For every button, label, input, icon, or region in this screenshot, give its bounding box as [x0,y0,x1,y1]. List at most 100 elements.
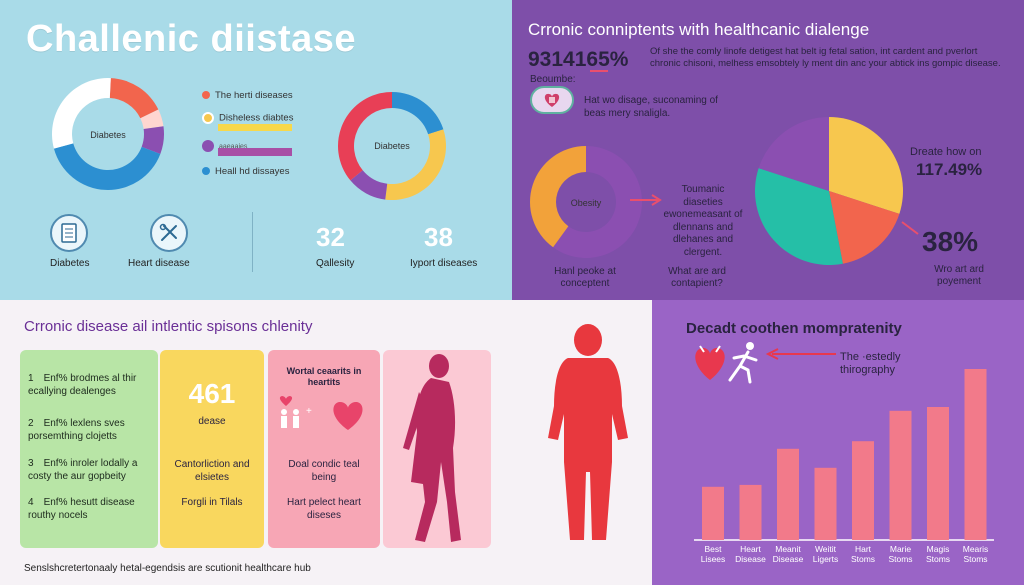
standing-person-silhouette-icon [548,324,628,540]
bar-5 [852,441,874,540]
list-item-2: 2 Enf% lexlens sves porsemthing clojetts [28,418,125,442]
bar-chart-category-labels: BestLiseesHeartDiseaseMeanitDiseaseWeiti… [701,544,989,564]
donut2-slice-4 [338,92,392,181]
bar-chart-bars [702,369,987,540]
left-caption: Hanl peoke at conceptent [554,266,616,289]
sub-arrow-icon [590,70,608,72]
pie4-slice-4 [758,117,829,191]
heart-description: Hat wo disage, suconaming of beas mery s… [584,95,718,119]
pointer-arrow-icon [901,221,919,235]
bar-label-8-line-2: Stoms [963,554,987,564]
pie4-slice-1 [829,117,903,214]
card-heart-info [268,350,380,548]
donut2-slice-2 [385,129,446,201]
bar-label-1-line-1: Best [704,544,722,554]
bar-chart: BestLiseesHeartDiseaseMeanitDiseaseWeiti… [694,369,994,564]
pie4-slice-3 [755,168,843,265]
bar-8 [964,369,987,540]
bar-2 [739,484,762,540]
section-title-disease-list: Crronic disease ail intlentic spisons ch… [24,318,313,335]
donut1-slice-4 [53,143,161,191]
legend-item-2: Disheless diabtes [202,112,293,124]
right-big-percentage: 38% [922,226,979,257]
legend-bar-purple [218,148,292,156]
stat-number-1: 32 [316,222,345,252]
bar-label-4-line-2: Ligerts [813,554,839,564]
running-person-icon [728,342,758,384]
legend-bar-yellow [218,124,292,131]
card-heart-title: Wortal ceaarits in heartits [286,366,362,387]
arrow-left-icon [765,348,836,360]
donut-3-center-label: Obesity [571,198,602,208]
bar-label-2-line-1: Heart [740,544,761,554]
bar-label-2-line-2: Disease [735,554,766,564]
donut1-slice-5 [51,78,111,149]
legend-dot-icon [202,91,210,100]
bar-label-3-line-2: Disease [773,554,804,564]
diabetes-icon [50,214,88,252]
heart-icon [695,345,725,380]
question-text: What are ard contapient? [668,266,726,289]
bar-label-6-line-1: Marie [890,544,912,554]
list-item-3: 3 Enf% inroler lodally a costy the aur go… [28,458,138,482]
donut1-slice-3 [141,126,164,154]
footer-note: Senslshcretertonaaly hetal-egendsis are … [24,563,311,574]
arrow-text: Toumanic diaseties ewonemeasant of dlenn… [663,184,743,258]
bar-label-7-line-1: Magis [927,544,950,554]
section-title-bar-chart: Decadt coothen mompratenity [686,320,902,337]
big-percentage: 9314165% [528,48,629,71]
card-stat-line1: Cantorliction and elsietes [174,459,250,483]
stat-label-2: Iyport diseases [410,258,478,269]
stat-label-1: Qallesity [316,258,355,269]
bar-label-6-line-2: Stoms [888,554,912,564]
donut2-slice-1 [392,92,444,135]
bar-6 [889,410,912,540]
page-title: Challenic diistase [26,18,357,60]
bar-3 [777,448,799,540]
donut-1-slices [51,78,164,191]
donut-3-slices [530,146,642,258]
bar-label-1-line-2: Lisees [701,554,726,564]
bar-label-4-line-1: Weitit [815,544,837,554]
section-title-chronic: Crronic conniptents with healthcanic dia… [528,20,870,39]
divider [252,212,253,272]
card-heart-line1: Doal condic teal being [288,459,360,483]
bar-label-5-line-1: Hart [855,544,872,554]
list-item-4: 4 Enf% hesutt disease routhy nocels [28,497,135,521]
legend-item-1: The herti diseases [202,90,293,101]
legend-dot-icon [202,112,214,124]
legend-item-4: Heall hd dissayes [202,166,289,177]
card-numbered-list [20,350,158,548]
heart-disease-tools-icon [150,214,188,252]
bar-label-7-line-2: Stoms [926,554,950,564]
legend-dot-icon [202,167,210,176]
donut2-slice-3 [350,170,388,200]
card-stat-sub: dease [198,416,226,427]
card-stat-line2: Forgli in Tilals [181,497,243,508]
donut3-slice-2 [530,146,586,248]
bar-label-8-line-1: Mearis [963,544,989,554]
donut-1-center-label: Diabetes [90,130,126,140]
right-percentage: 117.49% [916,160,983,179]
svg-text:+: + [306,406,312,417]
legend-dot-icon [202,140,214,152]
pie-4-slices [755,117,903,265]
description-paragraph: Of she the comly linofe detigest hat bel… [650,46,1001,70]
bar-label-3-line-1: Meanit [775,544,801,554]
bar-7 [927,407,949,540]
right-caption: Wro art ard poyement [934,264,984,287]
donut-2-slices [338,92,446,201]
donut-chart-diabetes: Diabetes [51,78,164,191]
diabetes-icon-label: Diabetes [50,258,90,269]
card-heart-line2: Hart pelect heart diseses [287,497,361,521]
right-label: Dreate how on [910,146,982,158]
people-heart-icon: + [279,396,363,430]
donut-chart-diabetes-2: Diabetes [338,92,446,201]
card-statistic [160,350,264,548]
card-stat-number: 461 [188,378,236,409]
bar-label-5-line-2: Stoms [851,554,875,564]
donut-chart-obesity: Obesity [530,146,642,258]
heart-disease-icon-label: Heart disease [128,258,190,269]
donut3-slice-1 [553,146,642,258]
donut1-slice-2 [140,109,164,130]
